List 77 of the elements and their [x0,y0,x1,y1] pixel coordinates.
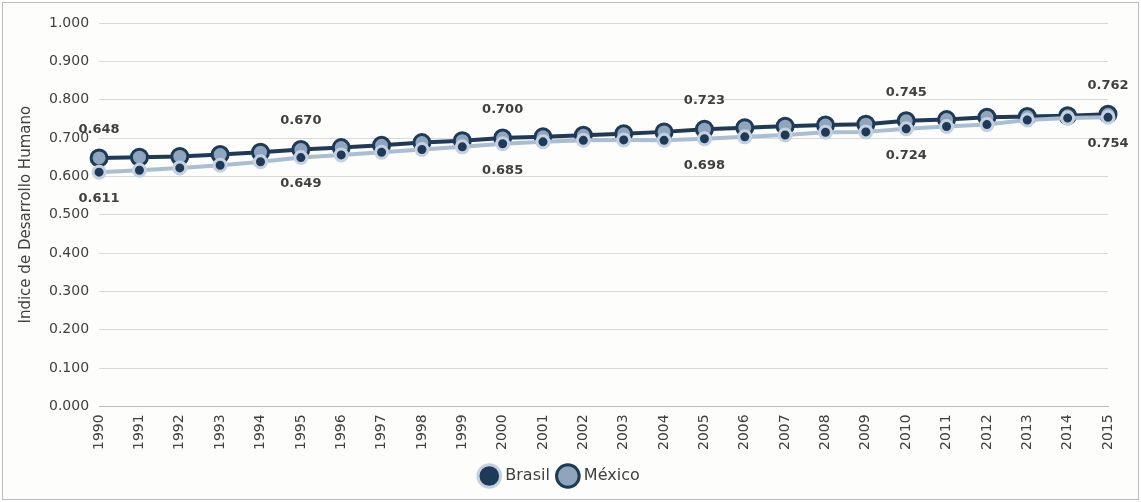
point [212,157,228,173]
y-tick-label: 0.400 [48,243,90,260]
x-tick-label: 2001 [533,414,550,451]
point [737,129,753,145]
data-label: 0.611 [78,190,120,206]
x-tick-label: 2009 [856,414,873,451]
point [495,136,511,152]
x-tick-label: 1998 [412,414,429,451]
point [414,142,430,158]
y-tick-label: 0.900 [48,51,90,68]
data-label: 0.649 [280,175,322,191]
point [1100,109,1116,125]
x-tick-label: 1992 [170,414,187,451]
point [1019,112,1035,128]
y-tick-label: 0.200 [48,320,90,337]
data-label: 0.762 [1087,77,1129,93]
x-tick-label: 1995 [291,414,308,451]
x-tick-label: 1997 [372,414,389,451]
point [939,119,955,135]
point [656,132,672,148]
point [696,131,712,147]
point [454,139,470,155]
x-tick-label: 2002 [574,414,590,451]
x-tick-label: 1993 [210,414,227,451]
y-axis-title: Indice de Desarrollo Humano [15,105,34,324]
point [575,132,591,148]
point [979,117,995,133]
y-tick-label: 0.500 [48,205,90,222]
y-tick-label: 0.000 [48,397,90,414]
x-tick-label: 1994 [251,414,268,451]
legend-label: México [583,465,640,485]
point [131,162,147,178]
data-label: 0.670 [280,112,322,128]
x-tick-label: 1999 [452,414,469,451]
x-tick-label: 2006 [735,414,752,451]
y-tick-label: 1.000 [48,13,90,30]
x-tick-label: 2008 [816,414,833,451]
point [91,164,107,180]
y-tick-label: 0.600 [48,166,90,183]
point [172,160,188,176]
x-tick-label: 2003 [614,414,631,451]
point [858,124,874,140]
data-label: 0.698 [683,156,725,172]
point [89,148,109,168]
x-tick-label: 2011 [937,414,954,451]
point [616,132,632,148]
point [253,154,269,170]
x-tick-label: 2013 [1017,414,1034,451]
data-label: 0.685 [482,161,524,177]
data-label: 0.700 [482,100,524,116]
y-tick-label: 0.800 [48,90,90,107]
x-tick-label: 1990 [89,414,106,451]
x-tick-label: 2000 [493,414,510,451]
x-tick-label: 2012 [977,414,994,451]
x-tick-label: 2014 [1058,414,1075,451]
data-label: 0.754 [1087,135,1129,151]
legend-label: Brasil [505,465,550,485]
point [374,144,390,160]
point [818,124,833,140]
x-tick-label: 1996 [331,414,348,451]
y-tick-label: 0.300 [48,282,90,298]
point [293,150,309,166]
data-label: 0.745 [885,83,927,99]
x-tick-label: 2004 [654,414,671,451]
y-tick-label: 0.100 [48,358,90,375]
x-tick-label: 1991 [130,414,147,451]
x-tick-label: 2015 [1098,414,1115,451]
point [535,134,551,150]
x-tick-label: 2010 [896,414,913,451]
x-tick-label: 2007 [775,414,792,451]
point [777,127,793,143]
x-tick-label: 2005 [695,414,712,451]
point [333,147,349,163]
point [129,147,149,167]
data-label: 0.724 [885,146,927,162]
point [898,121,914,137]
data-label: 0.723 [683,92,725,108]
